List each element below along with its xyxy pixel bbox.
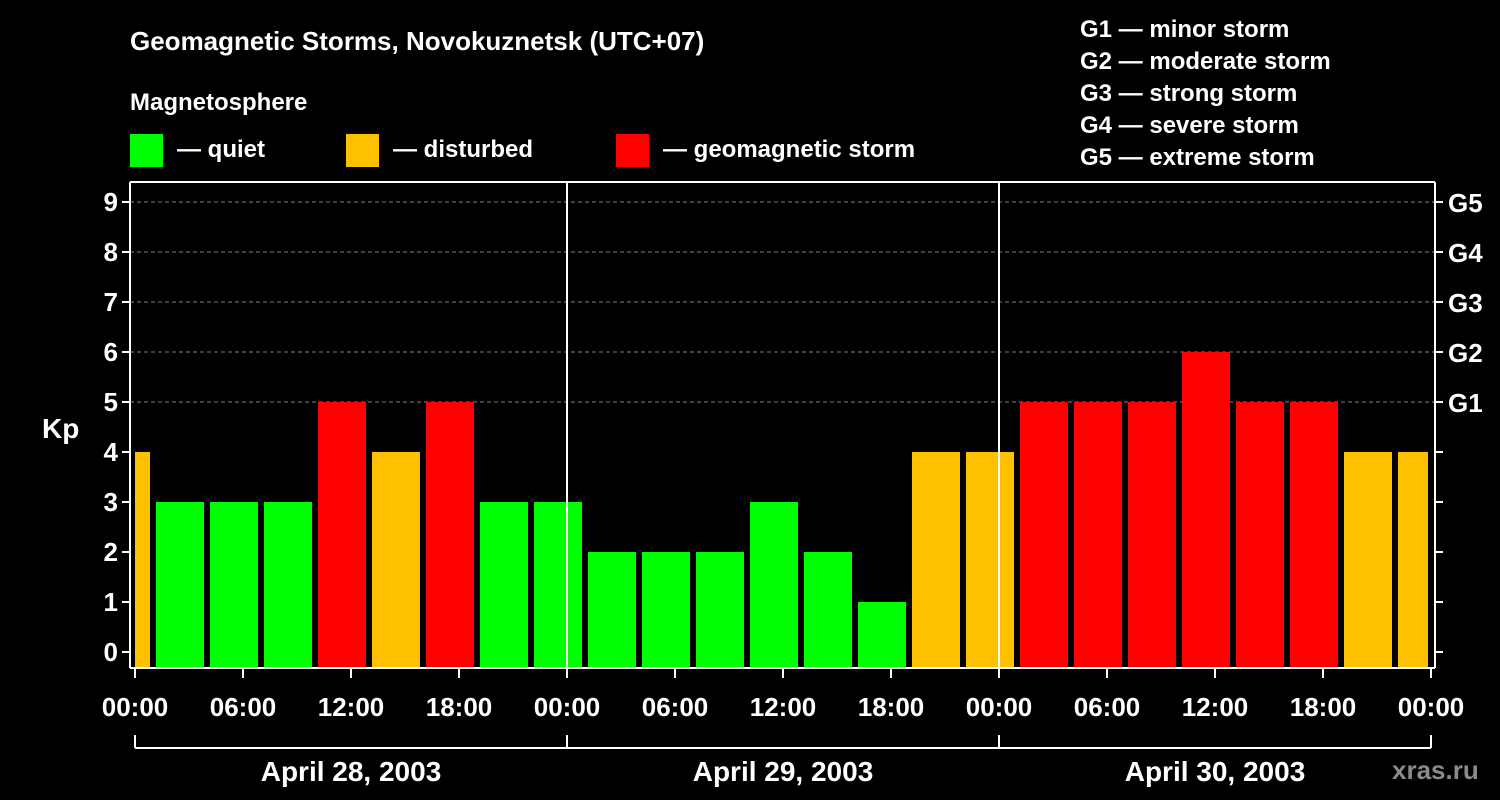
g-scale-label: G4	[1448, 238, 1483, 268]
kp-bar	[480, 502, 528, 668]
kp-bar	[912, 452, 960, 668]
x-tick-label: 06:00	[1074, 692, 1141, 722]
x-tick-label: 18:00	[426, 692, 493, 722]
kp-bar	[1236, 402, 1284, 668]
x-tick-label: 06:00	[210, 692, 277, 722]
kp-bar	[1344, 452, 1392, 668]
kp-bar	[642, 552, 690, 668]
legend-label-quiet: — quiet	[177, 136, 265, 163]
kp-bar	[1182, 352, 1230, 668]
scale-g3: G3 — strong storm	[1080, 80, 1297, 107]
kp-bar	[1398, 452, 1428, 668]
g-scale-label: G3	[1448, 288, 1483, 318]
kp-bar	[1128, 402, 1176, 668]
x-tick-label: 12:00	[1182, 692, 1249, 722]
kp-bar	[426, 402, 474, 668]
y-tick-label: 7	[104, 287, 118, 317]
x-tick-label: 00:00	[966, 692, 1033, 722]
legend-label-disturbed: — disturbed	[393, 136, 533, 163]
scale-g5: G5 — extreme storm	[1080, 144, 1315, 171]
x-tick-label: 00:00	[534, 692, 601, 722]
scale-g1: G1 — minor storm	[1080, 16, 1289, 43]
y-tick-label: 0	[104, 637, 118, 667]
x-tick-label: 12:00	[750, 692, 817, 722]
y-tick-label: 4	[104, 437, 119, 467]
day-label: April 30, 2003	[1125, 756, 1306, 787]
kp-bar	[210, 502, 258, 668]
y-tick-label: 1	[104, 587, 118, 617]
kp-bar	[1290, 402, 1338, 668]
kp-bar	[1020, 402, 1068, 668]
legend-heading: Magnetosphere	[130, 89, 307, 116]
y-tick-label: 8	[104, 237, 118, 267]
x-tick-label: 18:00	[1290, 692, 1357, 722]
chart-title: Geomagnetic Storms, Novokuznetsk (UTC+07…	[130, 26, 704, 56]
day-label: April 28, 2003	[261, 756, 442, 787]
g-scale-label: G5	[1448, 188, 1483, 218]
x-tick-label: 06:00	[642, 692, 709, 722]
scale-g2: G2 — moderate storm	[1080, 48, 1331, 75]
g-scale-label: G1	[1448, 388, 1483, 418]
day-label: April 29, 2003	[693, 756, 874, 787]
legend-swatch-storm	[616, 134, 649, 167]
g-scale-label: G2	[1448, 338, 1483, 368]
kp-bar	[804, 552, 852, 668]
kp-bar	[264, 502, 312, 668]
scale-g4: G4 — severe storm	[1080, 112, 1299, 139]
y-tick-label: 5	[104, 387, 118, 417]
kp-bar	[750, 502, 798, 668]
x-tick-label: 00:00	[1398, 692, 1465, 722]
kp-bar	[372, 452, 420, 668]
kp-bar	[966, 452, 1014, 668]
kp-bar	[534, 502, 582, 668]
y-tick-label: 6	[104, 337, 118, 367]
y-tick-label: 9	[104, 187, 118, 217]
legend-swatch-disturbed	[346, 134, 379, 167]
y-tick-label: 3	[104, 487, 118, 517]
kp-bar	[588, 552, 636, 668]
kp-bar	[696, 552, 744, 668]
x-tick-label: 12:00	[318, 692, 385, 722]
kp-bar	[318, 402, 366, 668]
kp-bar	[135, 452, 150, 668]
kp-bar	[1074, 402, 1122, 668]
legend-label-storm: — geomagnetic storm	[663, 136, 915, 163]
x-tick-label: 00:00	[102, 692, 169, 722]
legend-swatch-quiet	[130, 134, 163, 167]
kp-bar	[858, 602, 906, 668]
kp-bar	[156, 502, 204, 668]
x-tick-label: 18:00	[858, 692, 925, 722]
watermark: xras.ru	[1392, 755, 1479, 785]
y-axis-label: Kp	[42, 413, 79, 444]
y-tick-label: 2	[104, 537, 118, 567]
